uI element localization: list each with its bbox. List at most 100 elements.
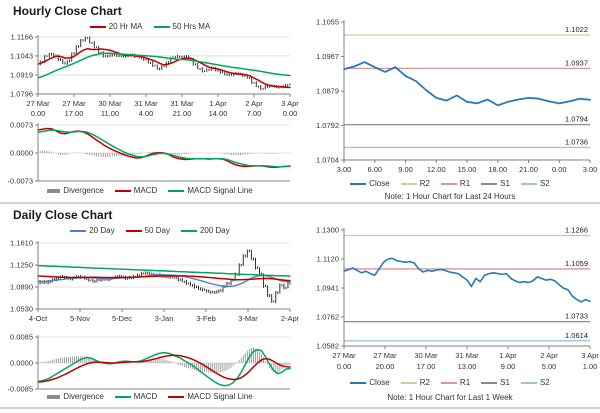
line-swatch-icon xyxy=(400,182,417,185)
legend-item: S1 xyxy=(481,378,510,387)
hourly-macd-legend: Divergence MACD MACD Signal Line xyxy=(0,186,300,195)
legend-label: Divergence xyxy=(63,392,104,401)
svg-text:0.0085: 0.0085 xyxy=(10,333,33,342)
legend-label: Divergence xyxy=(63,186,104,195)
svg-text:1.0762: 1.0762 xyxy=(316,312,339,321)
svg-text:20.00: 20.00 xyxy=(376,362,395,371)
daily-price-legend: 20 Day 50 Day 200 Day xyxy=(0,226,300,235)
line-swatch-icon xyxy=(481,381,498,384)
svg-text:0.0073: 0.0073 xyxy=(10,121,33,130)
svg-text:3 Apr: 3 Apr xyxy=(281,99,299,108)
legend-label: S1 xyxy=(500,378,510,387)
hourly-pivot-note: Note: 1 Hour Chart for Last 24 Hours xyxy=(384,192,516,201)
svg-text:5-Dec: 5-Dec xyxy=(112,314,132,323)
hourly-price-legend: 20 Hr MA 50 Hrs MA xyxy=(0,22,300,31)
legend-label: R2 xyxy=(419,179,430,188)
line-swatch-icon xyxy=(520,381,537,384)
svg-text:1.0796: 1.0796 xyxy=(10,90,33,99)
svg-text:3-Jan: 3-Jan xyxy=(155,314,174,323)
svg-text:1.0967: 1.0967 xyxy=(316,52,339,61)
svg-text:1.00: 1.00 xyxy=(583,362,598,371)
svg-text:3 Apr: 3 Apr xyxy=(581,351,599,360)
legend-item: Close xyxy=(350,378,390,387)
legend-label: 200 Day xyxy=(199,226,230,235)
svg-text:18.00: 18.00 xyxy=(488,165,507,174)
legend-item: Close xyxy=(350,179,390,188)
line-swatch-icon xyxy=(125,229,142,232)
svg-text:1.1055: 1.1055 xyxy=(316,18,339,27)
svg-text:7.00: 7.00 xyxy=(247,109,262,118)
line-swatch-icon xyxy=(520,182,537,185)
legend-item: MACD xyxy=(114,186,158,195)
hourly-pivot-legend: Close R2 R1 S1 S2 xyxy=(300,179,600,188)
svg-text:0.0000: 0.0000 xyxy=(10,359,33,368)
legend-label: S2 xyxy=(539,378,550,387)
svg-text:0.00: 0.00 xyxy=(31,109,46,118)
hourly-macd-chart: 0.0073 0.0000 -0.0073 xyxy=(8,121,291,186)
legend-item: 50 Hrs MA xyxy=(153,22,210,31)
svg-text:0.00: 0.00 xyxy=(337,362,352,371)
svg-text:31 Mar: 31 Mar xyxy=(455,351,479,360)
svg-text:1.0919: 1.0919 xyxy=(10,71,33,80)
svg-text:1.1250: 1.1250 xyxy=(10,261,33,270)
daily-macd-chart: 0.0085 0.0000 -0.0085 xyxy=(8,333,291,394)
daily-chart-title: Daily Close Chart xyxy=(13,208,113,222)
svg-text:3-Feb: 3-Feb xyxy=(196,314,216,323)
legend-label: S1 xyxy=(500,179,510,188)
legend-item: S1 xyxy=(481,179,510,188)
svg-text:31 Mar: 31 Mar xyxy=(170,99,194,108)
svg-text:1.0582: 1.0582 xyxy=(316,342,339,351)
svg-text:1.0530: 1.0530 xyxy=(10,305,33,314)
legend-item: R1 xyxy=(440,179,470,188)
legend-item: Divergence xyxy=(47,392,104,401)
legend-label: MACD xyxy=(133,392,158,401)
legend-item: S2 xyxy=(520,179,550,188)
svg-text:15.00: 15.00 xyxy=(458,165,477,174)
legend-label: S2 xyxy=(539,179,550,188)
svg-text:14.00: 14.00 xyxy=(209,109,228,118)
legend-label: MACD Signal Line xyxy=(187,392,253,401)
svg-text:1.0879: 1.0879 xyxy=(316,87,339,96)
svg-text:9.00: 9.00 xyxy=(501,362,516,371)
svg-text:30 Mar: 30 Mar xyxy=(414,351,438,360)
line-swatch-icon xyxy=(114,395,131,398)
svg-text:1.0736: 1.0736 xyxy=(565,137,588,146)
svg-text:17.00: 17.00 xyxy=(65,109,84,118)
legend-label: 20 Day xyxy=(89,226,115,235)
line-swatch-icon xyxy=(350,182,367,185)
svg-text:6.00: 6.00 xyxy=(367,165,382,174)
legend-label: MACD Signal Line xyxy=(187,186,253,195)
svg-text:1.0794: 1.0794 xyxy=(565,115,588,124)
hourly-pivot-panel: 1.1055 1.0967 1.0879 1.0792 1.0704 3.00 6.00 9.… xyxy=(300,0,600,202)
legend-item: 200 Day xyxy=(180,226,230,235)
legend-item: Divergence xyxy=(47,186,104,195)
svg-text:1.1120: 1.1120 xyxy=(317,255,339,264)
svg-text:1.0733: 1.0733 xyxy=(565,312,588,321)
hourly-close-panel: Hourly Close Chart 20 Hr MA 50 Hrs MA 1.1… xyxy=(0,0,300,202)
legend-item: 20 Day xyxy=(70,226,115,235)
svg-text:-0.0085: -0.0085 xyxy=(8,385,33,394)
svg-text:1.0614: 1.0614 xyxy=(565,331,588,340)
bar-swatch-icon xyxy=(47,188,61,193)
svg-text:1.0704: 1.0704 xyxy=(316,156,339,165)
legend-item: 50 Day xyxy=(125,226,170,235)
legend-label: Close xyxy=(369,378,390,387)
svg-text:0.0000: 0.0000 xyxy=(10,149,33,158)
svg-text:21.00: 21.00 xyxy=(173,109,192,118)
svg-text:27 Mar: 27 Mar xyxy=(62,99,86,108)
svg-text:11.00: 11.00 xyxy=(101,109,119,118)
svg-text:5.00: 5.00 xyxy=(542,362,557,371)
svg-text:5-Nov: 5-Nov xyxy=(70,314,90,323)
svg-text:2-Apr: 2-Apr xyxy=(281,314,300,323)
legend-label: R1 xyxy=(459,378,471,387)
line-swatch-icon xyxy=(168,395,185,398)
svg-text:1.1300: 1.1300 xyxy=(316,226,339,235)
legend-label: MACD xyxy=(133,186,158,195)
svg-text:1.1610: 1.1610 xyxy=(10,239,33,248)
svg-text:1.0890: 1.0890 xyxy=(10,283,33,292)
